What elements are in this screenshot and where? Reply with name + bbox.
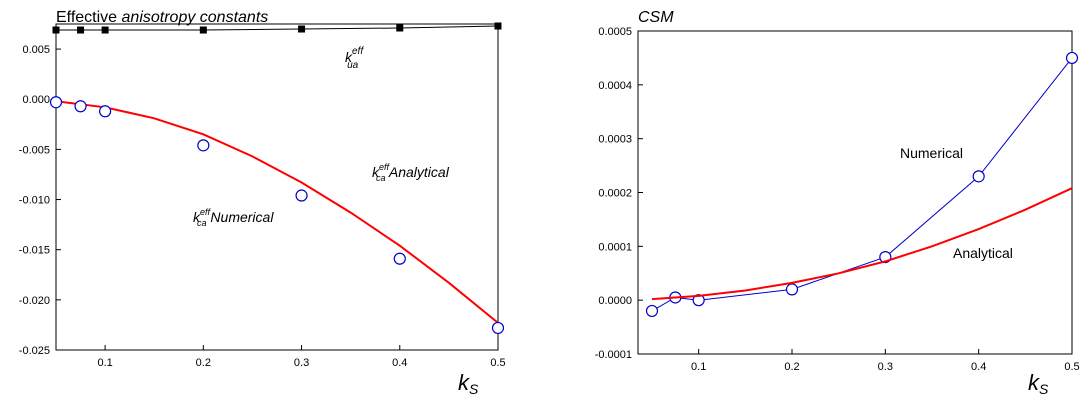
y-tick-label: -0.020 [19,295,50,307]
square-marker [298,25,306,33]
circle-marker [197,139,210,152]
circle-marker [972,170,985,183]
annotation-numerical: Numerical [900,145,963,161]
y-tick-label: 0.0002 [598,188,632,200]
x-axis: 0.1 0.2 0.3 0.4 0.5 [97,345,506,369]
square-marker [396,24,404,32]
plot-frame [637,30,1073,355]
annotation-k-ua-eff: keff ua [345,46,364,71]
square-marker [199,26,207,34]
x-tick-label: 0.5 [490,357,505,369]
x-tick-label: 0.3 [294,357,309,369]
x-axis-label: kS [458,370,479,396]
x-tick-label: 0.2 [784,361,799,373]
chart-title: CSM [638,9,674,26]
y-tick-label: 0.0000 [598,295,632,307]
y-tick-label: 0.000 [22,94,50,106]
y-tick-label: 0.0004 [598,80,632,92]
y-tick-label: -0.005 [19,144,50,156]
x-axis: 0.1 0.2 0.3 0.4 0.5 [691,349,1080,373]
y-tick-label: 0.005 [22,44,50,56]
circle-marker [491,321,505,335]
x-tick-label: 0.2 [196,357,211,369]
circle-marker [1065,51,1079,65]
circle-marker [99,105,112,118]
csm-chart: CSM 0.0005 0.0004 0.0003 0.0002 0.0001 0.0000… [595,9,1080,396]
circle-marker [785,283,799,296]
y-tick-label: -0.015 [19,245,50,257]
square-marker [77,26,85,34]
annotation-kca-analytical: keff ca Analytical [372,162,450,183]
circle-marker [74,100,87,113]
circle-marker [645,304,659,318]
y-tick-label: -0.010 [19,195,50,207]
series-line [56,25,499,31]
circle-marker [295,189,308,202]
y-tick-label: 0.0001 [598,241,632,253]
x-tick-label: 0.4 [971,361,986,373]
square-marker [52,26,60,34]
square-marker [101,26,109,34]
circle-marker [692,294,705,307]
x-tick-label: 0.5 [1064,361,1079,373]
y-tick-label: 0.0005 [598,26,632,38]
y-axis: 0.0005 0.0004 0.0003 0.0002 0.0001 0.0000 -0.0… [595,26,643,361]
anisotropy-chart: Effective anisotropy constants 0.0050.00… [19,9,506,396]
series-line [651,187,1073,301]
x-tick-label: 0.1 [691,361,706,373]
circle-marker [49,96,63,109]
circle-marker [393,252,406,265]
y-tick-label: -0.0001 [595,349,632,361]
y-tick-label: -0.025 [19,345,50,357]
x-tick-label: 0.1 [97,357,112,369]
x-tick-label: 0.4 [392,357,407,369]
series-line [55,100,499,324]
plot-area [49,22,505,335]
chart-title: Effective anisotropy constants [56,9,268,26]
x-axis-label: kS [1028,370,1049,396]
series-line [651,57,1073,312]
annotation-kca-numerical: keff ca Numerical [193,207,274,228]
x-tick-label: 0.3 [878,361,893,373]
plot-area [645,51,1079,318]
square-marker [494,22,502,30]
annotation-analytical: Analytical [953,245,1013,261]
y-axis: 0.005 0.000 -0.005 -0.010 -0.015 -0.020 -0.025 [19,44,61,357]
y-tick-label: 0.0003 [598,134,632,146]
plot-frame [55,23,499,351]
